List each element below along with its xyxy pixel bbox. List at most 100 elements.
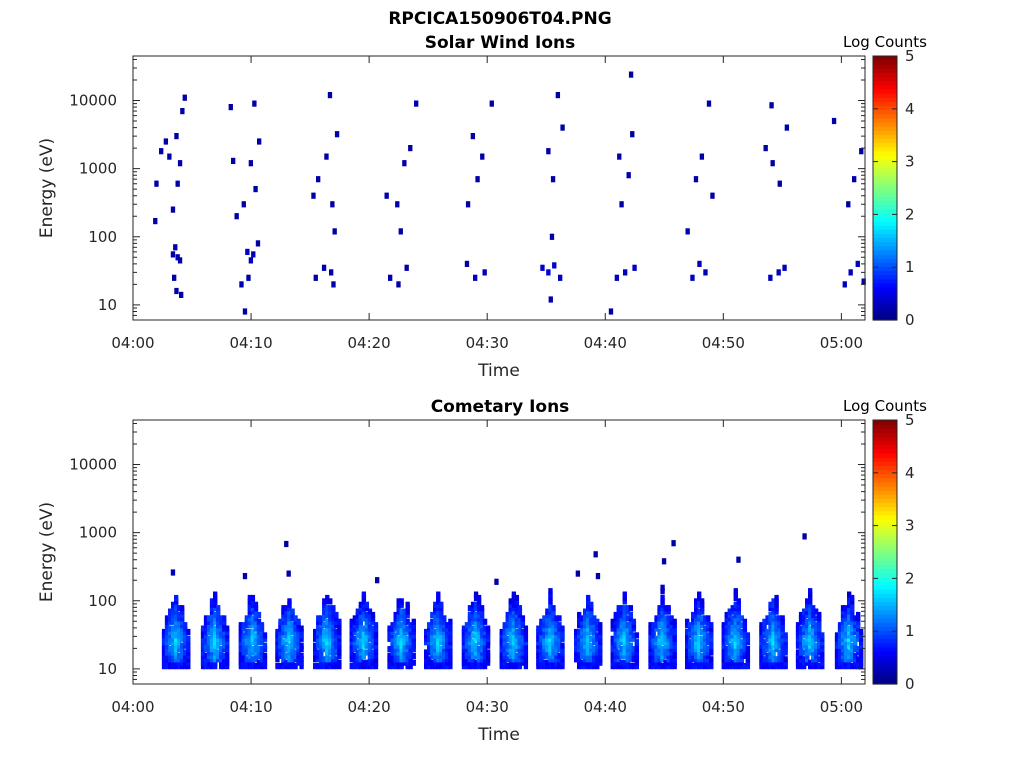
burst-cell: [200, 635, 206, 642]
burst-cell: [361, 652, 367, 659]
burst-cell: [666, 615, 671, 622]
burst-cell: [514, 639, 520, 646]
burst-cell: [209, 642, 215, 649]
burst-cell: [319, 642, 324, 649]
burst-cell: [331, 646, 336, 653]
burst-cell: [774, 622, 779, 629]
burst-cell: [850, 605, 855, 612]
colorbar-segment: [873, 64, 897, 69]
burst-cell: [651, 646, 656, 653]
colorbar-segment: [873, 295, 897, 300]
burst-cell: [464, 646, 470, 653]
burst-cell: [511, 611, 517, 619]
burst-cell: [445, 659, 450, 666]
burst-cell: [539, 646, 544, 653]
burst-cell: [247, 635, 253, 642]
burst-cell: [364, 642, 370, 649]
burst-cell: [610, 656, 615, 663]
burst-cell: [259, 625, 265, 632]
burst-cell: [742, 625, 748, 632]
burst-cell: [808, 608, 813, 615]
burst-cell: [216, 652, 221, 659]
burst-cell: [730, 622, 735, 629]
burst-cell: [262, 659, 268, 666]
burst-cell: [482, 656, 488, 663]
burst-cell: [499, 635, 504, 642]
burst-cell: [499, 656, 504, 663]
burst-cell: [464, 635, 470, 642]
burst-cell: [548, 611, 553, 619]
burst-cell: [352, 618, 358, 625]
burst-cell: [164, 663, 170, 670]
colorbar-segment: [873, 159, 897, 164]
burst-cell: [213, 649, 218, 656]
burst-cell: [811, 632, 816, 639]
burst-cell: [774, 646, 779, 653]
burst-cell: [408, 663, 413, 670]
burst-cell: [805, 659, 810, 666]
colorbar-segment: [873, 585, 897, 590]
burst-cell: [464, 659, 470, 666]
burst-cell: [666, 628, 671, 636]
burst-cell: [299, 663, 304, 670]
burst-cell: [631, 622, 637, 629]
burst-cell: [688, 652, 693, 659]
data-cell: [252, 100, 257, 107]
burst-cell: [334, 635, 339, 642]
burst-cell: [241, 656, 247, 663]
burst-cell: [433, 618, 438, 625]
burst-cell: [352, 663, 358, 670]
burst-cell: [651, 663, 656, 670]
burst-cell: [290, 635, 295, 642]
y-tick-label: 1000: [79, 160, 117, 178]
burst-cell: [247, 659, 253, 666]
burst-cell: [771, 598, 776, 605]
burst-cell: [442, 652, 447, 659]
burst-cell: [853, 646, 858, 653]
burst-cell: [730, 628, 735, 636]
burst-cell: [520, 632, 526, 639]
burst-cell: [436, 639, 441, 646]
burst-cell: [433, 628, 438, 636]
burst-cell: [774, 632, 779, 639]
burst-cell: [322, 611, 327, 619]
burst-cell: [545, 628, 550, 636]
burst-cell: [850, 611, 855, 619]
data-cell: [329, 269, 334, 276]
burst-cell: [762, 663, 767, 670]
data-cell: [560, 124, 565, 131]
burst-cell: [808, 615, 813, 622]
burst-cell: [275, 649, 280, 656]
burst-cell: [393, 646, 398, 653]
burst-cell: [657, 618, 662, 625]
burst-cell: [387, 635, 392, 642]
burst-cell: [479, 608, 485, 615]
burst-cell: [399, 652, 404, 659]
burst-cell: [174, 601, 179, 608]
burst-cell: [177, 611, 182, 619]
burst-cell: [771, 663, 776, 670]
burst-cell: [482, 663, 488, 670]
burst-cell: [721, 625, 726, 632]
burst-cell: [183, 632, 188, 639]
burst-cell: [733, 588, 738, 595]
burst-cell: [430, 628, 435, 636]
burst-cell: [396, 652, 401, 659]
burst-cell: [625, 646, 631, 653]
burst-cell: [657, 642, 662, 649]
burst-cell: [174, 632, 179, 639]
burst-cell: [296, 618, 301, 625]
burst-cell: [765, 659, 770, 666]
burst-cell: [688, 656, 693, 663]
burst-cell: [216, 635, 221, 642]
burst-cell: [499, 642, 504, 649]
burst-cell: [464, 639, 470, 646]
burst-cell: [777, 649, 782, 656]
burst-cell: [177, 625, 182, 632]
burst-cell: [387, 625, 392, 632]
burst-cell: [168, 618, 173, 625]
burst-cell: [733, 591, 738, 598]
burst-cell: [808, 642, 813, 649]
colorbar-segment: [873, 97, 897, 102]
burst-cell: [856, 611, 861, 619]
